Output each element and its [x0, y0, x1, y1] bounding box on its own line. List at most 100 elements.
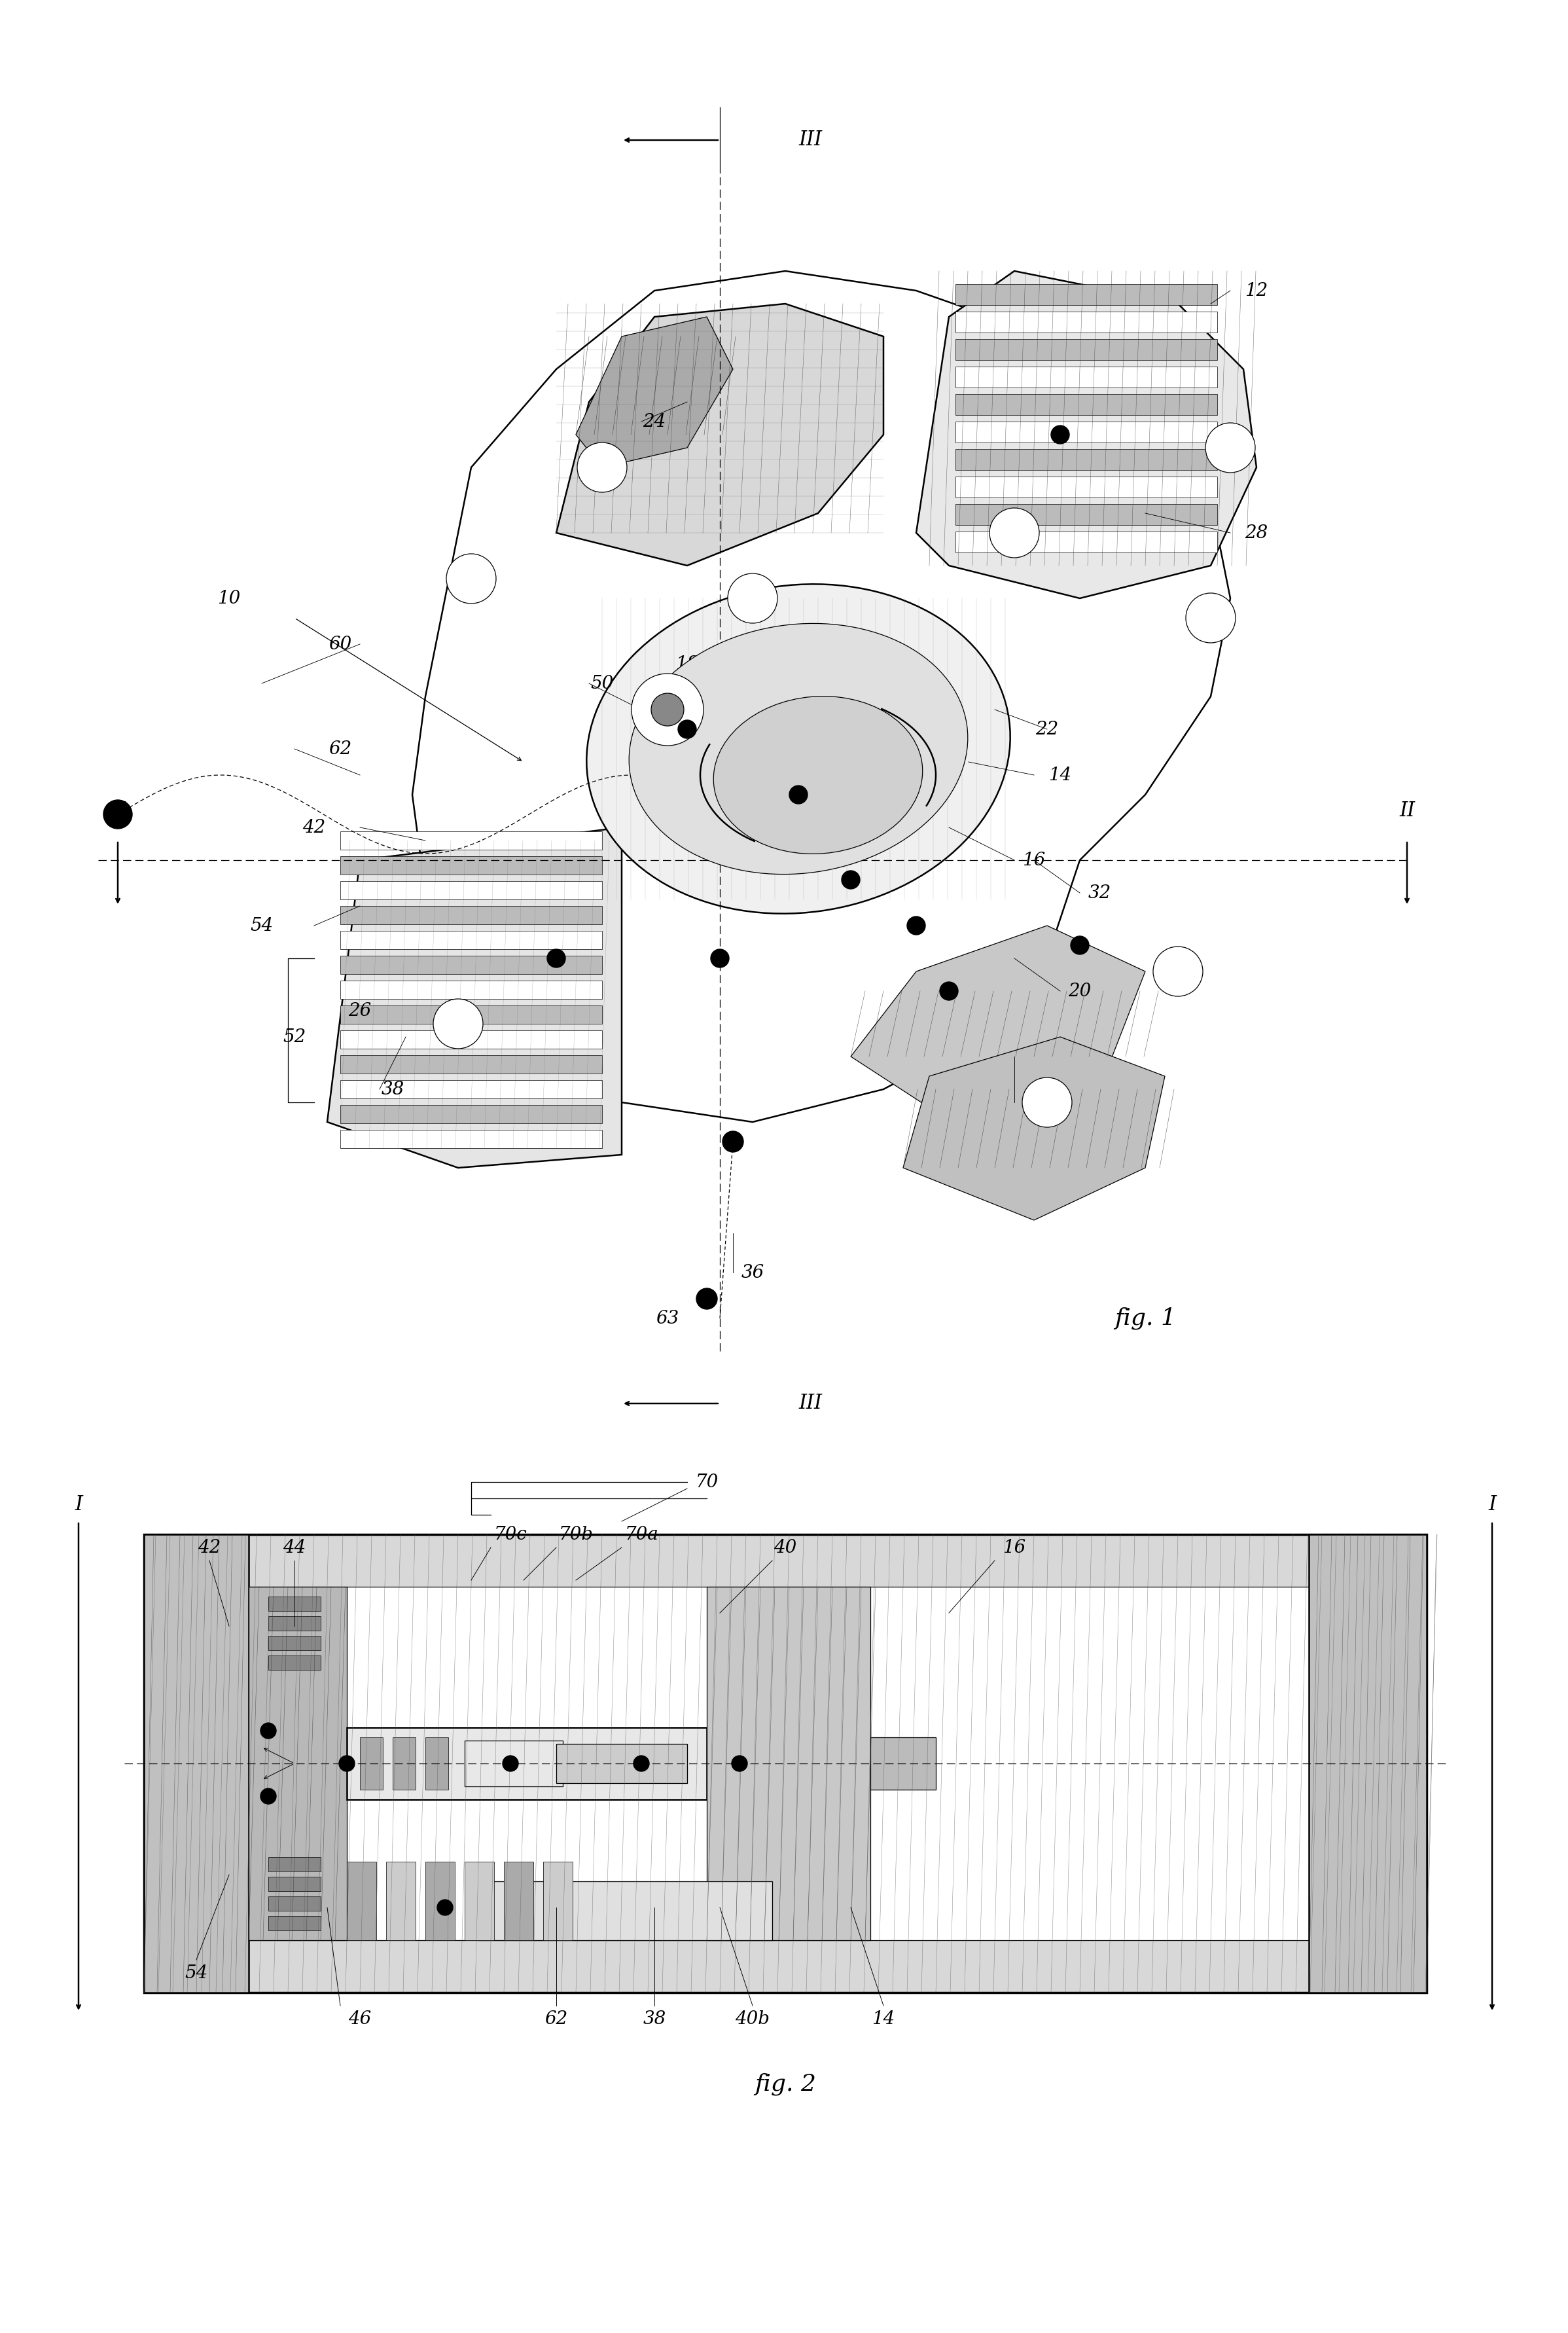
Text: III: III: [798, 1393, 822, 1414]
Bar: [268, 1635, 321, 1649]
Text: 54: 54: [251, 917, 273, 936]
Circle shape: [632, 674, 704, 747]
Bar: [955, 338, 1217, 359]
Bar: [361, 1738, 383, 1789]
Bar: [340, 1080, 602, 1099]
Circle shape: [547, 950, 566, 968]
Circle shape: [710, 950, 729, 968]
Bar: [543, 1862, 572, 1941]
Text: 32: 32: [1088, 884, 1112, 903]
Bar: [268, 1915, 321, 1929]
Bar: [392, 1738, 416, 1789]
Text: I: I: [75, 1495, 83, 1514]
Circle shape: [1022, 1078, 1073, 1127]
Text: 10: 10: [218, 590, 240, 607]
Text: 46: 46: [348, 2011, 372, 2027]
Bar: [707, 1586, 870, 1941]
Text: 18: 18: [676, 656, 699, 672]
Text: 40b: 40b: [735, 2011, 770, 2027]
Bar: [955, 476, 1217, 497]
Circle shape: [447, 553, 495, 604]
Bar: [249, 1586, 347, 1941]
Bar: [955, 394, 1217, 415]
Bar: [478, 1880, 771, 1941]
Bar: [955, 366, 1217, 387]
Text: 28: 28: [1245, 525, 1269, 541]
Text: 20: 20: [1068, 982, 1091, 1001]
Bar: [268, 1656, 321, 1670]
Text: 14: 14: [872, 2011, 895, 2027]
Polygon shape: [328, 828, 621, 1169]
Bar: [144, 1535, 1427, 1992]
Text: 40: 40: [773, 1540, 797, 1556]
Text: II: II: [1399, 800, 1414, 821]
Circle shape: [1206, 422, 1256, 474]
Bar: [340, 1106, 602, 1122]
Circle shape: [1071, 936, 1088, 954]
Bar: [268, 1857, 321, 1871]
Polygon shape: [851, 926, 1145, 1141]
Bar: [268, 1897, 321, 1911]
Circle shape: [842, 870, 859, 889]
Bar: [340, 957, 602, 975]
Text: 44: 44: [282, 1540, 306, 1556]
Bar: [190, 1586, 1381, 1941]
Text: 70: 70: [695, 1472, 718, 1491]
Text: 52: 52: [282, 1029, 306, 1045]
Text: II: II: [110, 800, 125, 821]
Bar: [340, 931, 602, 950]
Circle shape: [1152, 947, 1203, 996]
Bar: [340, 905, 602, 924]
Text: 42: 42: [198, 1540, 221, 1556]
Circle shape: [677, 721, 696, 737]
Bar: [955, 313, 1217, 334]
Circle shape: [577, 443, 627, 492]
Bar: [425, 1862, 455, 1941]
Text: fig. 1: fig. 1: [1115, 1306, 1176, 1330]
Text: 70b: 70b: [558, 1526, 593, 1542]
Text: 12: 12: [1245, 282, 1269, 299]
Bar: [503, 1862, 533, 1941]
Bar: [340, 1031, 602, 1048]
Text: 24: 24: [643, 413, 666, 429]
Bar: [955, 532, 1217, 553]
Bar: [464, 1862, 494, 1941]
Circle shape: [728, 574, 778, 623]
Text: 63: 63: [655, 1309, 679, 1327]
Circle shape: [103, 800, 132, 828]
Bar: [144, 1535, 249, 1992]
Circle shape: [503, 1757, 519, 1771]
Polygon shape: [903, 1036, 1165, 1220]
Circle shape: [651, 693, 684, 726]
Bar: [347, 1726, 707, 1799]
Bar: [268, 1617, 321, 1631]
Bar: [955, 448, 1217, 469]
Text: 62: 62: [544, 2011, 568, 2027]
Bar: [464, 1740, 563, 1787]
Bar: [340, 1055, 602, 1073]
Text: 70a: 70a: [624, 1526, 659, 1542]
Circle shape: [1185, 593, 1236, 644]
Text: 70c: 70c: [494, 1526, 527, 1542]
Circle shape: [260, 1789, 276, 1803]
Polygon shape: [916, 271, 1256, 597]
Text: I: I: [1488, 1495, 1496, 1514]
Text: 26: 26: [348, 1001, 372, 1020]
Bar: [268, 1596, 321, 1612]
Circle shape: [939, 982, 958, 1001]
Bar: [870, 1738, 936, 1789]
Text: 14: 14: [1049, 765, 1071, 784]
Bar: [268, 1876, 321, 1892]
Text: 16: 16: [1022, 852, 1046, 868]
Text: 54: 54: [185, 1964, 209, 1981]
Bar: [340, 1006, 602, 1024]
Text: 36: 36: [742, 1264, 764, 1281]
Circle shape: [260, 1722, 276, 1738]
Circle shape: [789, 786, 808, 805]
Ellipse shape: [586, 583, 1010, 915]
Text: 34: 34: [1022, 1094, 1046, 1111]
Ellipse shape: [629, 623, 967, 875]
Circle shape: [906, 917, 925, 936]
Bar: [340, 882, 602, 901]
Bar: [340, 856, 602, 875]
